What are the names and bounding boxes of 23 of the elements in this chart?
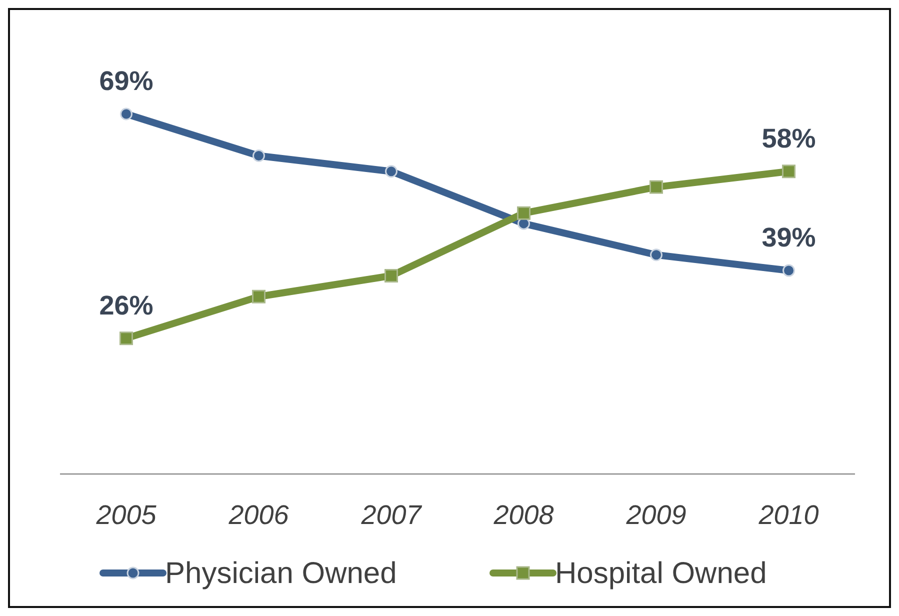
point <box>252 290 266 304</box>
legend-label: Hospital Owned <box>555 557 767 590</box>
data-label: 58% <box>762 123 816 154</box>
data-label: 39% <box>762 222 816 253</box>
point <box>650 180 663 194</box>
x-tick-label: 2007 <box>360 500 422 530</box>
point <box>385 165 398 178</box>
x-tick-label: 2009 <box>625 500 686 530</box>
legend-label: Physician Owned <box>165 557 397 590</box>
point <box>650 248 662 262</box>
point <box>782 264 795 277</box>
x-tick-label: 2005 <box>95 500 158 530</box>
x-tick-label: 2006 <box>228 500 290 530</box>
point <box>384 268 398 282</box>
point <box>517 206 530 220</box>
point <box>120 108 132 120</box>
point <box>782 164 796 178</box>
point <box>120 332 133 346</box>
data-label: 26% <box>99 290 154 320</box>
x-tick-label: 2010 <box>758 500 819 530</box>
point <box>252 149 265 162</box>
data-label: 69% <box>99 66 154 96</box>
x-tick-label: 2008 <box>492 500 554 530</box>
